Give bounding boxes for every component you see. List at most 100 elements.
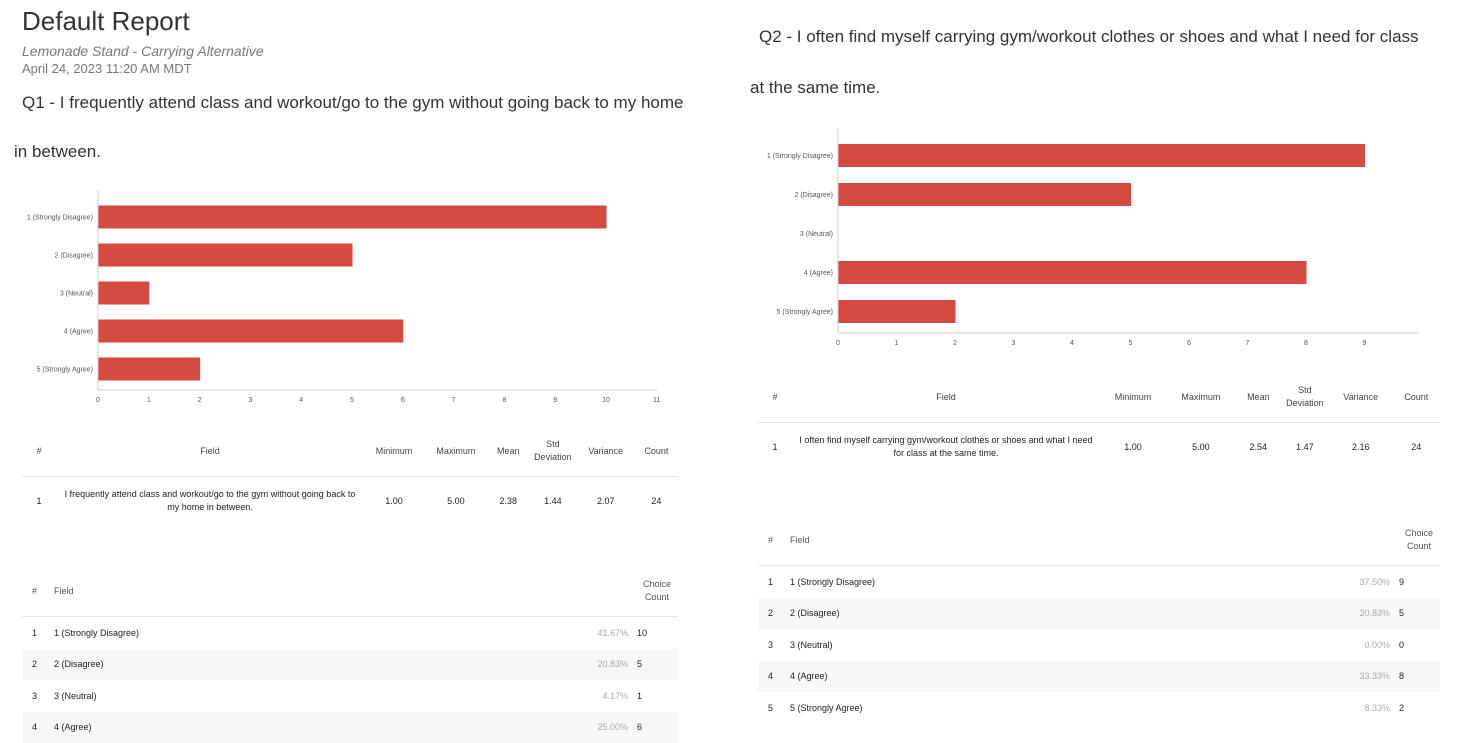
choice-num: 4 xyxy=(22,712,53,743)
choice-header-field: Field xyxy=(789,514,1208,566)
stats-header-field: Field xyxy=(56,426,364,476)
x-tick-label: 1 xyxy=(147,397,151,404)
choice-field: 4 (Agree) xyxy=(53,712,454,743)
stats-header-count: Count xyxy=(635,426,678,476)
bar xyxy=(99,244,353,267)
choice-header-count: Choice Count xyxy=(636,565,678,617)
choice-percent: 25.00% xyxy=(454,712,636,743)
choice-num: 3 xyxy=(758,629,789,661)
choice-num: 4 xyxy=(758,661,789,693)
choice-count: 9 xyxy=(1398,566,1440,598)
choice-field: 3 (Neutral) xyxy=(53,680,454,712)
x-tick-label: 6 xyxy=(1187,340,1191,347)
choice-count: 6 xyxy=(636,712,678,743)
x-tick-label: 1 xyxy=(895,340,899,347)
choice-field: 3 (Neutral) xyxy=(789,629,1208,661)
choice-count: 10 xyxy=(636,617,678,649)
stats-count: 24 xyxy=(1392,422,1440,472)
stats-mean: 2.38 xyxy=(488,476,529,526)
x-tick-label: 9 xyxy=(553,397,557,404)
stats-header-mean: Mean xyxy=(1236,372,1281,422)
choice-percent: 37.50% xyxy=(1208,566,1398,598)
x-tick-label: 11 xyxy=(653,397,660,404)
category-label: 4 (Agree) xyxy=(64,329,93,336)
x-tick-label: 3 xyxy=(1012,340,1016,347)
choice-num: 1 xyxy=(22,617,53,649)
category-label: 5 (Strongly Agree) xyxy=(777,309,833,316)
question-1-stats-table: # Field Minimum Maximum Mean Std Deviati… xyxy=(22,426,678,526)
question-2-title-line2: at the same time. xyxy=(750,62,880,113)
stats-std: 1.44 xyxy=(529,476,577,526)
bar xyxy=(99,320,404,343)
stats-header-variance: Variance xyxy=(577,426,635,476)
choice-count: 5 xyxy=(1398,598,1440,630)
stats-variance: 2.07 xyxy=(577,476,635,526)
choice-percent: 4.17% xyxy=(454,680,636,712)
stats-field: I frequently attend class and workout/go… xyxy=(56,476,364,526)
question-2-title-line1: Q2 - I often find myself carrying gym/wo… xyxy=(759,11,1419,62)
stats-header-mean: Mean xyxy=(488,426,529,476)
choice-field: 5 (Strongly Agree) xyxy=(789,692,1208,724)
stats-num: 1 xyxy=(22,476,56,526)
stats-min: 1.00 xyxy=(364,476,424,526)
stats-header-variance: Variance xyxy=(1329,372,1393,422)
x-tick-label: 3 xyxy=(248,397,252,404)
stats-max: 5.00 xyxy=(1166,422,1236,472)
choice-header-field: Field xyxy=(53,565,454,617)
stats-header-num: # xyxy=(758,372,792,422)
choice-header-num: # xyxy=(22,565,53,617)
category-label: 1 (Strongly Disagree) xyxy=(767,153,833,160)
bar xyxy=(99,282,150,305)
stats-header-num: # xyxy=(22,426,56,476)
question-1-bar-chart: 1 (Strongly Disagree)2 (Disagree)3 (Neut… xyxy=(0,190,680,415)
stats-header-std: Std Deviation xyxy=(529,426,577,476)
stats-mean: 2.54 xyxy=(1236,422,1281,472)
x-tick-label: 5 xyxy=(350,397,354,404)
bar xyxy=(839,144,1366,167)
x-tick-label: 5 xyxy=(1129,340,1133,347)
choice-field: 4 (Agree) xyxy=(789,661,1208,693)
choice-num: 3 xyxy=(22,680,53,712)
choice-percent: 33.33% xyxy=(1208,661,1398,693)
stats-header-std: Std Deviation xyxy=(1281,372,1329,422)
choice-percent: 0.00% xyxy=(1208,629,1398,661)
x-tick-label: 9 xyxy=(1363,340,1367,347)
stats-header-max: Maximum xyxy=(424,426,488,476)
category-label: 2 (Disagree) xyxy=(54,253,93,260)
x-tick-label: 4 xyxy=(1070,340,1074,347)
stats-variance: 2.16 xyxy=(1329,422,1393,472)
stats-min: 1.00 xyxy=(1100,422,1166,472)
stats-field: I often find myself carrying gym/workout… xyxy=(792,422,1100,472)
question-2-bar-chart: 1 (Strongly Disagree)2 (Disagree)3 (Neut… xyxy=(740,128,1430,353)
choice-percent: 20.83% xyxy=(1208,598,1398,630)
question-2-stats-table: # Field Minimum Maximum Mean Std Deviati… xyxy=(758,372,1440,472)
x-tick-label: 0 xyxy=(96,397,100,404)
x-tick-label: 4 xyxy=(299,397,303,404)
choice-count: 8 xyxy=(1398,661,1440,693)
stats-num: 1 xyxy=(758,422,792,472)
choice-field: 2 (Disagree) xyxy=(53,649,454,681)
category-label: 1 (Strongly Disagree) xyxy=(27,215,93,222)
choice-percent: 8.33% xyxy=(1208,692,1398,724)
page-title: Default Report xyxy=(22,6,190,37)
bar xyxy=(839,261,1307,284)
stats-std: 1.47 xyxy=(1281,422,1329,472)
x-tick-label: 7 xyxy=(1246,340,1250,347)
choice-count: 5 xyxy=(636,649,678,681)
x-tick-label: 7 xyxy=(452,397,456,404)
stats-max: 5.00 xyxy=(424,476,488,526)
stats-header-min: Minimum xyxy=(364,426,424,476)
category-label: 5 (Strongly Agree) xyxy=(37,367,93,374)
bar xyxy=(839,183,1132,206)
choice-field: 2 (Disagree) xyxy=(789,598,1208,630)
choice-num: 5 xyxy=(758,692,789,724)
choice-num: 2 xyxy=(22,649,53,681)
x-tick-label: 6 xyxy=(401,397,405,404)
choice-percent: 41.67% xyxy=(454,617,636,649)
